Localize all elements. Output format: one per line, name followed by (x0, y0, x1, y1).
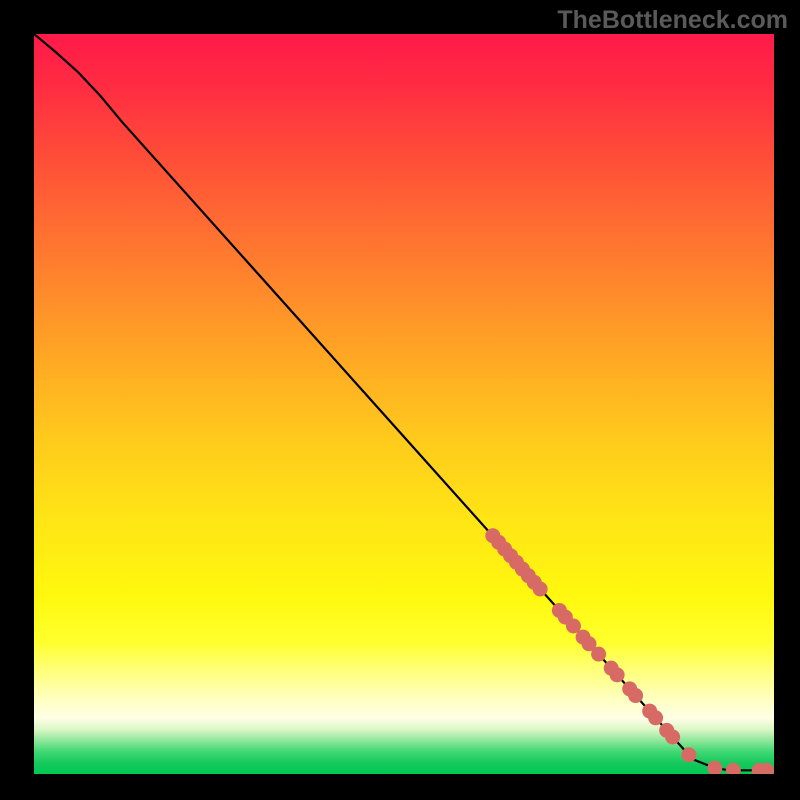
chart-plot-area (34, 34, 774, 774)
scatter-marker (648, 710, 663, 725)
scatter-marker (665, 730, 680, 745)
watermark-text: TheBottleneck.com (557, 6, 788, 35)
scatter-marker (628, 688, 643, 703)
scatter-marker (533, 582, 548, 597)
scatter-marker (610, 667, 625, 682)
scatter-marker (591, 647, 606, 662)
scatter-marker (681, 747, 696, 762)
plot-background (34, 34, 774, 774)
